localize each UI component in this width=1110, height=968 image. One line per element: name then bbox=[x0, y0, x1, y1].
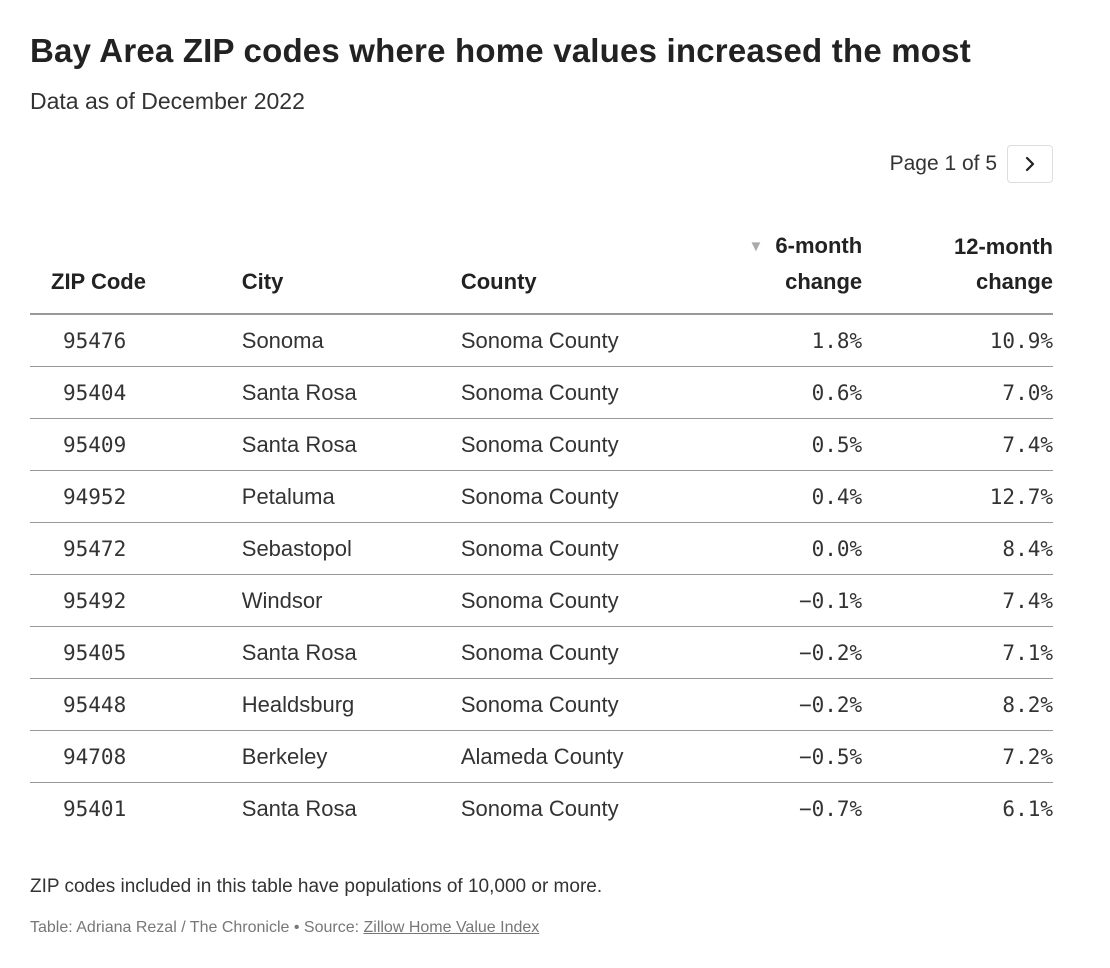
credit-text: Table: Adriana Rezal / The Chronicle • S… bbox=[30, 919, 364, 936]
column-header-six-month[interactable]: ▼ 6-month change bbox=[685, 228, 863, 315]
page-indicator: Page 1 of 5 bbox=[889, 152, 997, 175]
six-month-cell: −0.2% bbox=[685, 626, 863, 679]
twelve-month-cell: 12.7% bbox=[862, 470, 1053, 523]
six-month-cell: −0.7% bbox=[798, 796, 863, 821]
city-cell: Santa Rosa bbox=[241, 418, 461, 471]
twelve-month-cell: 7.2% bbox=[862, 730, 1053, 783]
table-note: ZIP codes included in this table have po… bbox=[30, 876, 603, 897]
table-row: 95405 Santa Rosa Sonoma County −0.2% 7.1% bbox=[30, 626, 1053, 679]
column-header-twelve-month[interactable]: 12-month change bbox=[862, 228, 1053, 315]
city-cell: Sonoma bbox=[241, 314, 461, 367]
table-header-row: ZIP Code City County ▼ 6-month change 12-… bbox=[30, 228, 1053, 315]
county-cell: Sonoma County bbox=[460, 795, 619, 821]
six-month-cell: −0.5% bbox=[685, 730, 863, 783]
table-row: 95401 Santa Rosa Sonoma County −0.7% 6.1% bbox=[30, 783, 1053, 835]
page-subtitle: Data as of December 2022 bbox=[30, 88, 305, 114]
table-row: 95448 Healdsburg Sonoma County −0.2% 8.2% bbox=[30, 678, 1053, 731]
next-page-button[interactable] bbox=[1007, 145, 1053, 183]
table-row: 95492 Windsor Sonoma County −0.1% 7.4% bbox=[30, 574, 1053, 627]
column-header-label: change bbox=[975, 269, 1053, 294]
column-header-label: ZIP Code bbox=[51, 269, 146, 294]
chevron-right-icon bbox=[1025, 156, 1035, 172]
city-cell: Sebastopol bbox=[241, 522, 461, 575]
page-title: Bay Area ZIP codes where home values inc… bbox=[30, 32, 971, 69]
city-cell: Petaluma bbox=[241, 470, 461, 523]
city-cell: Santa Rosa bbox=[241, 626, 461, 679]
column-header-zip[interactable]: ZIP Code bbox=[30, 228, 242, 315]
table-credit: Table: Adriana Rezal / The Chronicle • S… bbox=[30, 919, 539, 937]
column-header-city[interactable]: City bbox=[241, 228, 461, 315]
county-cell: Sonoma County bbox=[460, 418, 686, 471]
twelve-month-cell: 7.4% bbox=[862, 574, 1053, 627]
column-header-label: change bbox=[785, 269, 863, 294]
pagination: Page 1 of 5 bbox=[890, 145, 1053, 183]
city-cell: Berkeley bbox=[241, 730, 461, 783]
table-row: 95472 Sebastopol Sonoma County 0.0% 8.4% bbox=[30, 522, 1053, 575]
zip-cell: 95409 bbox=[30, 418, 242, 471]
column-header-label: County bbox=[460, 269, 537, 294]
column-header-county[interactable]: County bbox=[460, 228, 686, 315]
county-cell: Sonoma County bbox=[460, 522, 686, 575]
twelve-month-cell: 7.4% bbox=[862, 418, 1053, 471]
six-month-cell: 0.5% bbox=[685, 418, 863, 471]
twelve-month-cell: 7.0% bbox=[862, 366, 1053, 419]
twelve-month-cell: 8.4% bbox=[862, 522, 1053, 575]
county-cell: Sonoma County bbox=[460, 574, 686, 627]
zip-cell: 95492 bbox=[30, 574, 242, 627]
data-table: ZIP Code City County ▼ 6-month change 12-… bbox=[30, 228, 1053, 834]
table-row: 94708 Berkeley Alameda County −0.5% 7.2% bbox=[30, 730, 1053, 783]
source-link[interactable]: Zillow Home Value Index bbox=[363, 919, 540, 936]
table-row: 95409 Santa Rosa Sonoma County 0.5% 7.4% bbox=[30, 418, 1053, 471]
twelve-month-cell: 6.1% bbox=[1002, 796, 1053, 821]
zip-cell: 95472 bbox=[30, 522, 242, 575]
zip-cell: 94952 bbox=[30, 470, 242, 523]
zip-cell: 95448 bbox=[30, 678, 242, 731]
zip-cell: 95404 bbox=[30, 366, 242, 419]
twelve-month-cell: 8.2% bbox=[862, 678, 1053, 731]
zip-cell: 94708 bbox=[30, 730, 242, 783]
column-header-label: 12-month bbox=[954, 234, 1053, 259]
table-row: 95476 Sonoma Sonoma County 1.8% 10.9% bbox=[30, 314, 1053, 367]
table-row: 95404 Santa Rosa Sonoma County 0.6% 7.0% bbox=[30, 366, 1053, 419]
six-month-cell: −0.1% bbox=[685, 574, 863, 627]
city-cell: Healdsburg bbox=[241, 678, 461, 731]
six-month-cell: 0.6% bbox=[685, 366, 863, 419]
city-cell: Windsor bbox=[241, 574, 461, 627]
county-cell: Sonoma County bbox=[460, 314, 686, 367]
twelve-month-cell: 7.1% bbox=[862, 626, 1053, 679]
column-header-label: 6-month bbox=[775, 233, 863, 258]
six-month-cell: 0.4% bbox=[685, 470, 863, 523]
six-month-cell: 0.0% bbox=[685, 522, 863, 575]
zip-cell: 95405 bbox=[30, 626, 242, 679]
county-cell: Alameda County bbox=[460, 730, 686, 783]
county-cell: Sonoma County bbox=[460, 470, 686, 523]
twelve-month-cell: 10.9% bbox=[862, 314, 1053, 367]
sort-descending-icon: ▼ bbox=[748, 238, 764, 255]
county-cell: Sonoma County bbox=[460, 678, 686, 731]
six-month-cell: −0.2% bbox=[685, 678, 863, 731]
county-cell: Sonoma County bbox=[460, 626, 686, 679]
table-row: 94952 Petaluma Sonoma County 0.4% 12.7% bbox=[30, 470, 1053, 523]
zip-cell: 95476 bbox=[30, 314, 242, 367]
column-header-label: City bbox=[241, 269, 284, 294]
table-body: 95476 Sonoma Sonoma County 1.8% 10.9% 95404 Sa… bbox=[30, 314, 1053, 834]
city-cell: Santa Rosa bbox=[241, 795, 357, 821]
city-cell: Santa Rosa bbox=[241, 366, 461, 419]
county-cell: Sonoma County bbox=[460, 366, 686, 419]
zip-cell: 95401 bbox=[63, 796, 127, 821]
six-month-cell: 1.8% bbox=[685, 314, 863, 367]
